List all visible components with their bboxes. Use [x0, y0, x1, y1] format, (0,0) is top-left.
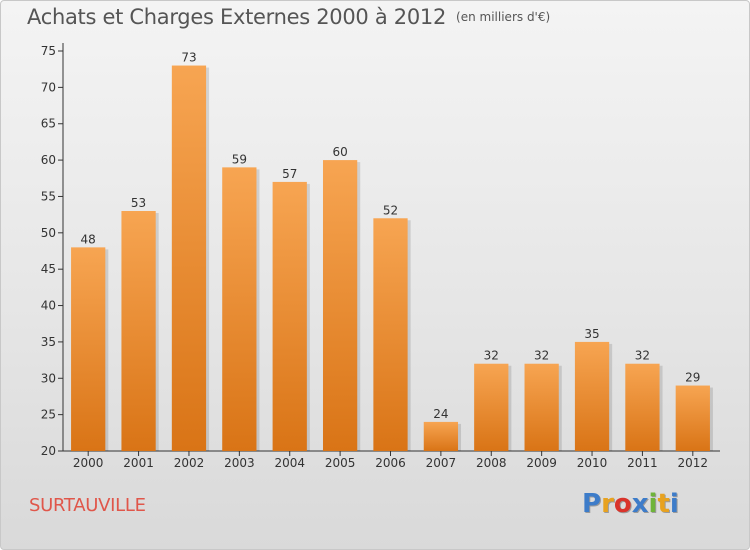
bar [71, 247, 106, 451]
y-tick-label: 50 [41, 226, 56, 240]
x-tick-label: 2002 [174, 456, 205, 470]
y-tick-label: 60 [41, 153, 56, 167]
y-tick-label: 65 [41, 117, 56, 131]
commune-name: SURTAUVILLE [29, 495, 146, 516]
data-label: 53 [131, 196, 146, 210]
data-label: 52 [383, 203, 398, 217]
data-label: 32 [635, 349, 650, 363]
data-label: 59 [232, 152, 247, 166]
bar [625, 363, 660, 451]
logo-letter: t [657, 489, 670, 519]
bar [121, 211, 156, 451]
bar [423, 421, 459, 451]
logo-letter: x [631, 489, 649, 519]
data-label: 32 [484, 349, 499, 363]
y-tick-label: 70 [41, 80, 56, 94]
y-tick-label: 25 [41, 408, 56, 422]
x-tick-label: 2010 [577, 456, 608, 470]
x-tick-label: 2011 [627, 456, 658, 470]
bar [675, 385, 710, 451]
y-tick-label: 45 [41, 262, 56, 276]
bar [574, 341, 610, 451]
bar [474, 363, 509, 451]
x-tick-label: 2000 [73, 456, 104, 470]
logo-letter: P [582, 489, 602, 519]
proxiti-logo[interactable]: Proxiti [582, 489, 679, 519]
x-tick-label: 2004 [274, 456, 305, 470]
chart-subtitle: (en milliers d'€) [456, 10, 551, 24]
y-tick-label: 35 [41, 335, 56, 349]
chart-title: Achats et Charges Externes 2000 à 2012 [27, 5, 447, 29]
x-tick-label: 2008 [476, 456, 507, 470]
x-tick-label: 2012 [678, 456, 709, 470]
x-tick-label: 2007 [426, 456, 457, 470]
y-tick-label: 75 [41, 44, 56, 58]
x-tick-label: 2001 [123, 456, 154, 470]
bar [524, 363, 559, 451]
y-tick-label: 55 [41, 189, 56, 203]
data-label: 32 [534, 349, 549, 363]
x-tick-label: 2006 [375, 456, 406, 470]
y-tick-label: 40 [41, 299, 56, 313]
logo-letter: o [613, 489, 632, 519]
title-row: Achats et Charges Externes 2000 à 2012 (e… [27, 5, 550, 29]
bar [222, 167, 257, 451]
logo-letter: i [669, 489, 679, 519]
x-tick-label: 2005 [325, 456, 356, 470]
logo-letter: r [601, 489, 614, 519]
logo-letter: i [648, 489, 658, 519]
data-label: 73 [181, 51, 196, 65]
x-tick-label: 2003 [224, 456, 255, 470]
y-tick-label: 20 [41, 444, 56, 458]
y-tick-label: 30 [41, 371, 56, 385]
bar [171, 65, 207, 451]
x-tick-label: 2009 [526, 456, 557, 470]
data-label: 35 [584, 327, 599, 341]
data-label: 29 [685, 371, 700, 385]
data-label: 48 [81, 232, 96, 246]
bar [272, 181, 307, 451]
data-label: 57 [282, 167, 297, 181]
data-label: 24 [433, 407, 448, 421]
bar [373, 218, 408, 451]
data-label: 60 [332, 145, 347, 159]
bar [322, 160, 358, 451]
